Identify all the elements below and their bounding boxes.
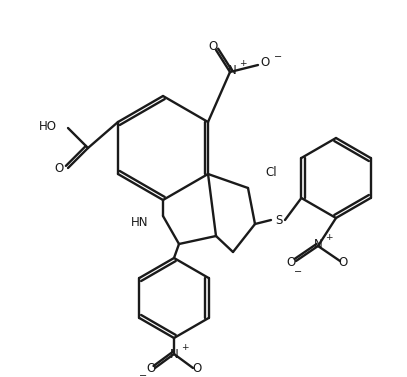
- Text: O: O: [55, 162, 63, 176]
- Text: O: O: [338, 256, 348, 268]
- Text: +: +: [325, 233, 333, 242]
- Text: HN: HN: [131, 216, 148, 228]
- Text: −: −: [139, 371, 147, 377]
- Text: −: −: [274, 52, 282, 62]
- Text: +: +: [239, 58, 247, 67]
- Text: Cl: Cl: [265, 166, 277, 178]
- Text: +: +: [181, 342, 189, 351]
- Text: −: −: [294, 267, 302, 277]
- Text: O: O: [260, 55, 269, 69]
- Text: O: O: [147, 363, 155, 375]
- Text: N: N: [228, 63, 236, 77]
- Text: N: N: [170, 348, 178, 360]
- Text: O: O: [208, 40, 218, 54]
- Text: O: O: [287, 256, 295, 268]
- Text: HO: HO: [39, 120, 57, 132]
- Text: S: S: [275, 215, 283, 227]
- Text: N: N: [314, 239, 322, 251]
- Text: O: O: [193, 363, 201, 375]
